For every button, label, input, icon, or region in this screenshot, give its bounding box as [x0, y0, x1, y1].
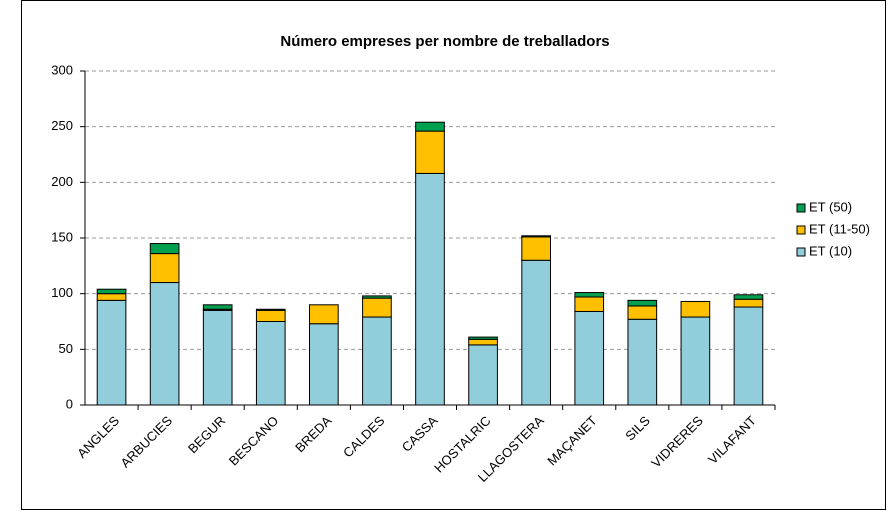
chart-title: Número empreses per nombre de treballado…: [280, 33, 609, 50]
y-tick-label: 200: [51, 174, 73, 189]
bar-segment: [149, 282, 180, 406]
bar-segment: [627, 299, 658, 307]
bar-segment: [309, 304, 339, 325]
y-tick-label: 0: [66, 396, 73, 411]
bar-segment: [680, 300, 711, 318]
bar-segment: [255, 308, 286, 311]
bar-segment: [149, 243, 180, 255]
legend-swatch: [796, 203, 806, 213]
bar-segment: [468, 336, 498, 340]
bar-segment: [415, 130, 445, 174]
bar-segment: [733, 306, 764, 406]
bar-segment: [627, 305, 658, 320]
bar-segment: [362, 316, 392, 406]
bar-segment: [362, 297, 392, 318]
bar-segment: [574, 292, 605, 298]
bar-segment: [149, 253, 180, 284]
y-tick-label: 50: [59, 341, 73, 356]
legend-label: ET (11-50): [809, 221, 870, 236]
bar-segment: [362, 295, 392, 299]
legend-label: ET (10): [809, 243, 852, 258]
bar-segment: [733, 294, 764, 300]
bar-segment: [309, 323, 339, 406]
bar-segment: [202, 304, 233, 310]
bar-segment: [255, 309, 286, 323]
bar-segment: [255, 321, 286, 406]
y-tick-label: 150: [51, 229, 73, 244]
bar-segment: [521, 259, 551, 406]
bar-segment: [96, 293, 127, 301]
legend-swatch: [796, 225, 806, 235]
y-tick-label: 300: [51, 62, 73, 77]
bar-segment: [468, 338, 498, 346]
bar-segment: [574, 310, 605, 406]
bar-segment: [96, 299, 127, 406]
bar-segment: [680, 316, 711, 406]
bar-segment: [202, 309, 233, 406]
bar-segment: [468, 344, 498, 406]
bar-segment: [733, 298, 764, 308]
bar-segment: [521, 235, 551, 238]
bar-segment: [574, 296, 605, 312]
bar-segment: [521, 236, 551, 261]
legend-label: ET (50): [809, 199, 852, 214]
bar-segment: [627, 318, 658, 406]
bar-segment: [96, 288, 127, 295]
bar-segment: [415, 121, 445, 132]
bar-segment: [415, 172, 445, 406]
y-tick-label: 250: [51, 118, 73, 133]
y-tick-label: 100: [51, 285, 73, 300]
legend-swatch: [796, 247, 806, 257]
